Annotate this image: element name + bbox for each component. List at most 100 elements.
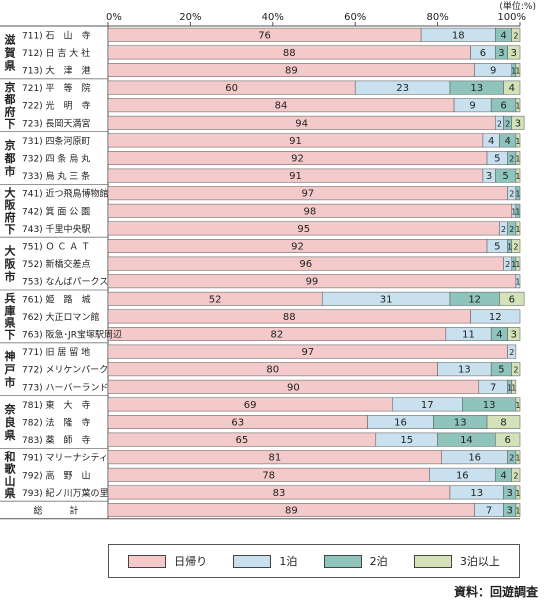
data-label: 1 <box>507 383 512 392</box>
data-label: 1 <box>515 401 520 410</box>
data-label: 3 <box>486 171 492 182</box>
data-label: 90 <box>287 382 300 393</box>
bar-segment <box>515 63 521 77</box>
bar-segment <box>511 27 521 42</box>
data-label: 2 <box>509 348 514 357</box>
data-label: 5 <box>502 171 508 182</box>
row-label: 772) メリケンパーク <box>22 365 108 376</box>
data-label: 80 <box>266 365 279 376</box>
data-label: 12 <box>468 294 481 305</box>
row-labels: 711) 石 山 寺 712) 日 吉 大 社 713) 大 津 港 721) 平 等… <box>22 30 122 516</box>
data-label: 6 <box>480 48 486 59</box>
bar-segment <box>515 450 521 465</box>
row-label: 731) 四条河原町 <box>22 135 91 147</box>
bar-segment <box>507 45 521 60</box>
data-label: 5 <box>494 242 500 253</box>
x-tick-label: 60% <box>344 12 366 23</box>
data-label: 3 <box>507 506 513 517</box>
data-label: 1 <box>515 225 520 234</box>
data-label: 16 <box>394 418 407 429</box>
data-label: 31 <box>380 294 393 305</box>
data-label: 14 <box>460 435 473 446</box>
data-label: 91 <box>289 136 302 147</box>
bar-segment <box>515 397 521 412</box>
x-axis-ticks: 0% 20% 40% 60% 80% 100% <box>106 12 526 26</box>
bar-segment <box>511 379 517 394</box>
row-label: 741) 近つ飛鳥博物館 <box>22 188 109 200</box>
legend-swatch <box>233 554 272 568</box>
data-label: 17 <box>421 400 434 411</box>
data-label: 16 <box>468 453 481 464</box>
row-label: 723) 長岡天満宮 <box>22 117 91 129</box>
row-label: 763) 阪急･JR宝塚駅周辺 <box>22 329 122 341</box>
data-label: 23 <box>396 83 409 94</box>
data-label: 13 <box>454 418 467 429</box>
data-label: 1 <box>515 207 520 216</box>
row-label: 793) 紀ノ川万葉の里 <box>22 487 109 499</box>
x-tick-label: 80% <box>426 12 448 23</box>
data-label: 9 <box>490 66 496 77</box>
data-label: 2 <box>505 260 510 269</box>
data-label: 1 <box>511 207 516 216</box>
data-label: 89 <box>285 66 298 77</box>
legend: 日帰り 1泊 2泊 3泊以上 <box>108 544 520 578</box>
data-label: 98 <box>304 206 317 217</box>
row-label: 742) 箕 面 公 園 <box>22 205 90 217</box>
bar-segment <box>511 362 521 377</box>
data-label: 1 <box>515 190 520 199</box>
row-label: 792) 高 野 山 <box>22 469 91 481</box>
data-label: 65 <box>236 435 249 446</box>
bars: 76 18 4 288 6 3 389 9 1 160 23 13 484 9 6 194 2 2 391 4 4 192… <box>107 27 525 517</box>
row-label: 752) 新橋交差点 <box>22 258 91 270</box>
data-label: 1 <box>515 507 520 516</box>
data-label: 5 <box>494 154 500 165</box>
legend-swatch <box>128 554 167 568</box>
row-label: 721) 平 等 院 <box>22 82 91 94</box>
data-label: 88 <box>283 312 296 323</box>
data-label: 99 <box>306 277 319 288</box>
data-label: 7 <box>490 382 496 393</box>
data-label: 1 <box>515 155 520 164</box>
data-label: 88 <box>283 48 296 59</box>
data-label: 4 <box>500 30 506 41</box>
data-label: 2 <box>505 119 510 128</box>
bar-segment <box>515 203 521 218</box>
legend-label: 2泊 <box>369 555 388 568</box>
data-label: 2 <box>513 471 518 480</box>
bar-segment <box>515 133 521 148</box>
row-label: 781) 東 大 寺 <box>22 399 91 411</box>
data-label: 13 <box>483 400 496 411</box>
data-label: 1 <box>515 137 520 146</box>
data-label: 96 <box>299 259 312 270</box>
row-label: 782) 法 隆 寺 <box>22 417 91 429</box>
data-label: 1 <box>515 278 520 287</box>
x-tick-label: 40% <box>262 12 284 23</box>
row-label: 762) 大正ロマン館 <box>22 311 100 323</box>
data-label: 2 <box>509 190 514 199</box>
data-label: 92 <box>291 154 304 165</box>
x-tick-label: 0% <box>106 12 122 23</box>
legend-swatch <box>323 554 362 568</box>
legend-item-1-night: 1泊 <box>233 553 297 569</box>
data-label: 89 <box>285 506 298 517</box>
data-label: 83 <box>273 488 286 499</box>
data-label: 1 <box>515 260 520 269</box>
group-label: 大阪府下 <box>5 186 17 237</box>
data-label: 52 <box>209 294 222 305</box>
row-label: 791) マリーナシティ <box>22 453 108 464</box>
data-label: 1 <box>511 67 516 76</box>
data-label: 13 <box>470 488 483 499</box>
data-label: 13 <box>470 83 483 94</box>
data-label: 4 <box>509 83 515 94</box>
data-label: 4 <box>488 136 494 147</box>
data-label: 94 <box>295 118 308 129</box>
bar-segment <box>470 309 521 324</box>
group-label: 神戸市 <box>5 349 16 389</box>
row-label: 711) 石 山 寺 <box>22 30 91 41</box>
bar-segment <box>503 80 521 95</box>
data-label: 3 <box>498 48 504 59</box>
data-label: 82 <box>271 330 284 341</box>
row-label: 総 計 <box>33 505 78 517</box>
